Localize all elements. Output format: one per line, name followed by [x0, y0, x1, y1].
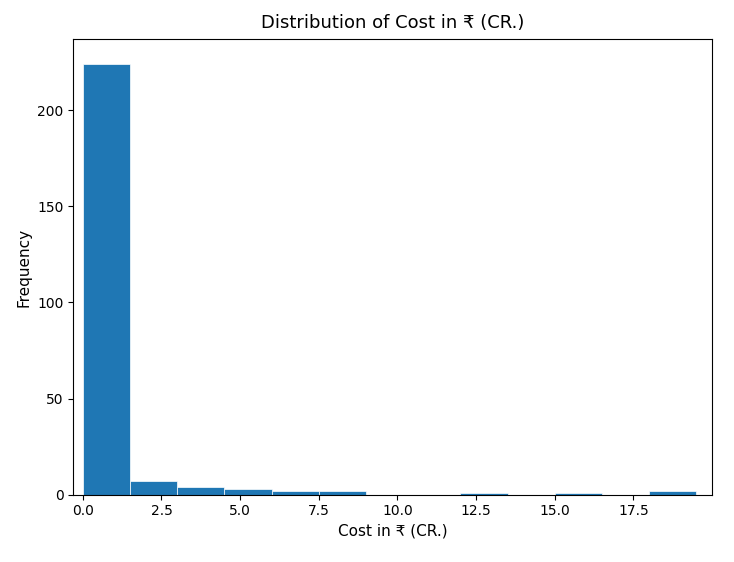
Title: Distribution of Cost in ₹ (CR.): Distribution of Cost in ₹ (CR.) [261, 14, 524, 32]
Bar [319, 491, 366, 495]
Bar [555, 493, 602, 495]
Bar [225, 489, 272, 495]
Y-axis label: Frequency: Frequency [17, 228, 32, 306]
Bar [83, 64, 130, 495]
Bar [177, 487, 225, 495]
Bar [460, 493, 507, 495]
Bar [130, 481, 177, 495]
X-axis label: Cost in ₹ (CR.): Cost in ₹ (CR.) [338, 524, 448, 539]
Bar [649, 491, 697, 495]
Bar [272, 491, 319, 495]
